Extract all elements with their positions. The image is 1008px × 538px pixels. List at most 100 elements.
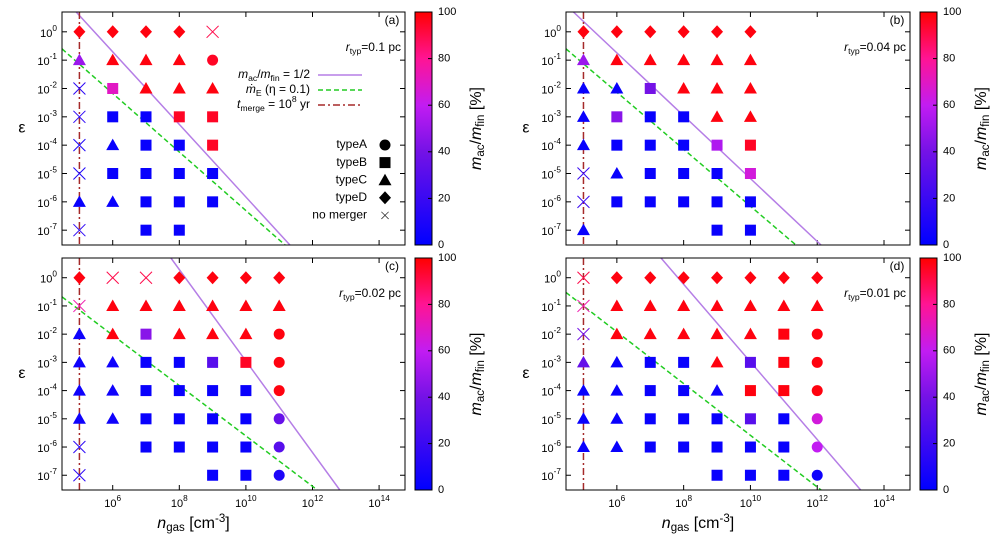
colorbar-tick-label: 60 [943,99,955,111]
point [140,224,152,236]
point [678,196,690,208]
colorbar-tick-label: 80 [438,53,450,65]
tick-base: 10 [541,386,553,398]
colorbar-label: mac/mfin [%] [973,332,992,415]
tick-base: 10 [807,498,819,510]
text-part: r [844,40,849,54]
point [207,441,219,453]
x-tick-label: 1010 [740,494,762,510]
point [72,195,86,207]
x-tick-label: 1012 [807,494,829,510]
text-part: =0.04 pc [860,40,906,54]
reference-line [62,296,318,490]
y-tick-label: 10-3 [541,109,561,125]
reference-line [566,291,822,490]
tick-base: 10 [675,498,687,510]
point [73,167,86,180]
x-tick-label: 1012 [302,494,324,510]
text-part: r [844,286,849,300]
panel: 10010-110-210-310-410-510-610-7(b)rtyp=0… [522,6,992,251]
y-tick-label: 10-7 [541,222,561,238]
point [139,81,153,94]
tick-exp: 12 [819,494,829,503]
text-part: / [257,67,261,81]
point [206,81,220,94]
colorbar-tick-label: 0 [438,484,444,496]
text-part: / [973,385,990,390]
colorbar-tick-label: 60 [943,345,955,357]
point [711,196,723,208]
legend-label: tmerge = 108 yr [237,94,310,113]
y-tick-label: 10-2 [541,81,561,97]
tick-exp: -4 [554,383,562,392]
tick-base: 10 [541,443,553,455]
text-part: ac [475,390,487,402]
point [106,25,119,39]
colorbar-tick-label: 100 [438,6,456,18]
point [173,441,185,453]
tick-exp: -2 [554,326,562,335]
point [811,413,823,425]
x-axis-label: ngas [cm-3] [662,513,734,534]
point [644,25,657,39]
point [173,271,186,285]
tick-exp: -4 [50,383,58,392]
point [644,168,656,180]
annotation: rtyp=0.01 pc [844,286,906,302]
point [610,412,624,424]
y-axis-label: ε [522,120,529,137]
colorbar-tick-label: 100 [943,6,961,18]
point [173,139,185,151]
colorbar-tick-label: 80 [943,53,955,65]
point [678,441,690,453]
x-tick-label: 1014 [368,494,390,510]
colorbar [919,11,938,246]
legend-marker [379,139,391,151]
point [811,328,823,340]
point [577,195,590,209]
point [577,327,590,341]
x-axis-label: ngas [cm-3] [157,513,229,534]
tick-base: 10 [873,498,885,510]
tick-base: 10 [541,141,553,153]
tick-base: 10 [104,498,116,510]
point [811,356,823,368]
point [72,53,86,66]
point [240,469,252,481]
text-part: [cm [689,515,719,532]
text-part: fin [475,115,487,127]
point [744,25,757,39]
point [576,440,590,453]
point [811,271,824,285]
point [239,299,253,311]
y-tick-label: 100 [40,270,57,286]
tick-base: 10 [37,141,49,153]
point [678,356,690,368]
text-part: m [261,67,271,81]
point [73,271,86,285]
annotation: rtyp=0.04 pc [844,40,906,56]
point [678,413,690,425]
point [610,440,624,453]
point [743,327,757,340]
point [710,299,724,311]
point [239,271,252,285]
colorbar-tick-label: 80 [438,298,450,310]
point [140,385,152,397]
reference-line [566,48,797,245]
x-tick-label: 106 [104,494,121,510]
y-tick-label: 10-6 [37,194,57,210]
tick-base: 10 [544,28,556,40]
point [677,271,690,285]
text-part: typ [848,46,860,56]
x-tick-label: 108 [171,494,188,510]
point [711,25,724,39]
point [106,138,120,151]
text-part: m [973,157,990,170]
tick-exp: 14 [886,494,896,503]
point [206,25,219,39]
point [239,327,253,340]
legend-marker [379,191,391,205]
y-tick-label: 100 [544,24,561,40]
tick-base: 10 [37,358,49,370]
